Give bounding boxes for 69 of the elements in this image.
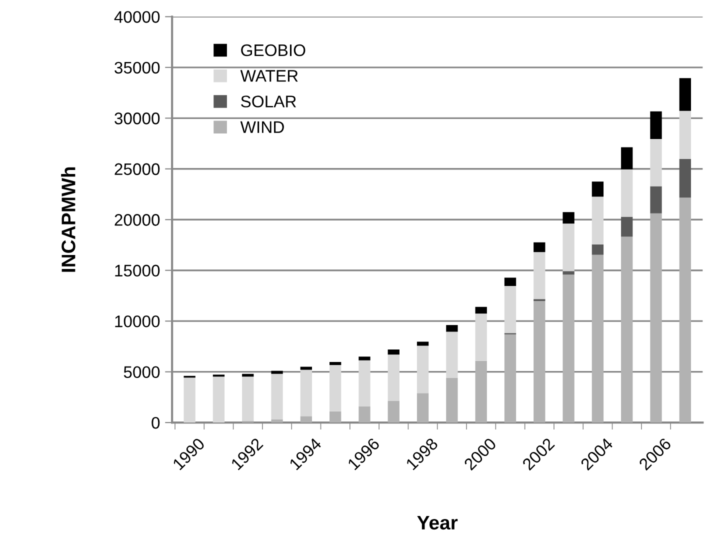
bar xyxy=(388,400,400,423)
bar xyxy=(300,366,312,370)
bar xyxy=(475,306,487,314)
bar xyxy=(504,334,516,423)
bar xyxy=(330,365,342,412)
bar xyxy=(475,360,487,423)
legend-label: GEOBIO xyxy=(241,44,306,56)
bar xyxy=(184,378,196,423)
bar xyxy=(562,224,574,272)
bar xyxy=(271,370,283,374)
y-axis-title: INCAPMWh xyxy=(61,167,76,272)
bar xyxy=(271,420,283,423)
bar xyxy=(679,110,691,160)
legend-label: WIND xyxy=(240,121,284,133)
bar xyxy=(416,346,429,394)
bar xyxy=(504,286,516,334)
x-axis-title: Year xyxy=(417,516,458,530)
y-tick-label: 10000 xyxy=(115,315,160,328)
bar xyxy=(679,159,691,198)
bar xyxy=(330,362,342,366)
bar xyxy=(416,393,429,423)
bar xyxy=(504,278,516,286)
bar xyxy=(242,376,254,421)
legend-label: SOLAR xyxy=(241,96,296,108)
bar xyxy=(562,274,574,423)
y-tick-label: 25000 xyxy=(114,163,160,176)
bar xyxy=(562,271,574,275)
y-tick-label: 0 xyxy=(152,416,160,429)
bar xyxy=(534,252,546,300)
bar xyxy=(621,216,633,237)
bar xyxy=(212,376,225,423)
bar xyxy=(592,254,604,423)
bar xyxy=(388,350,400,355)
bar xyxy=(446,325,458,332)
y-tick-label: 15000 xyxy=(115,264,160,277)
bar xyxy=(534,301,546,423)
bar xyxy=(416,342,429,346)
bar xyxy=(650,138,662,186)
bar xyxy=(592,196,604,244)
bar xyxy=(679,198,691,423)
bar xyxy=(562,212,574,224)
bar xyxy=(388,354,400,401)
bar xyxy=(621,147,633,170)
y-tick-label: 20000 xyxy=(114,214,160,226)
bar xyxy=(650,213,662,423)
bar xyxy=(650,186,662,214)
y-tick-label: 30000 xyxy=(114,112,160,124)
bar xyxy=(650,111,662,139)
bar xyxy=(271,374,283,420)
bar xyxy=(358,356,370,360)
bar xyxy=(300,416,312,423)
bar xyxy=(242,374,254,377)
bar xyxy=(679,78,691,111)
bar xyxy=(534,242,546,252)
y-tick-label: 35000 xyxy=(114,62,160,74)
bar xyxy=(446,378,458,423)
bar xyxy=(592,182,604,197)
legend-label: WATER xyxy=(240,70,298,82)
bar xyxy=(475,314,487,361)
y-tick-label: 5000 xyxy=(124,366,160,378)
bar xyxy=(446,332,458,378)
bar xyxy=(330,411,342,423)
bar xyxy=(592,244,604,255)
bar xyxy=(621,169,633,217)
bar xyxy=(300,370,312,416)
bar xyxy=(621,236,633,423)
y-tick-label: 40000 xyxy=(114,11,160,23)
bar xyxy=(358,406,370,423)
bar xyxy=(358,360,370,406)
